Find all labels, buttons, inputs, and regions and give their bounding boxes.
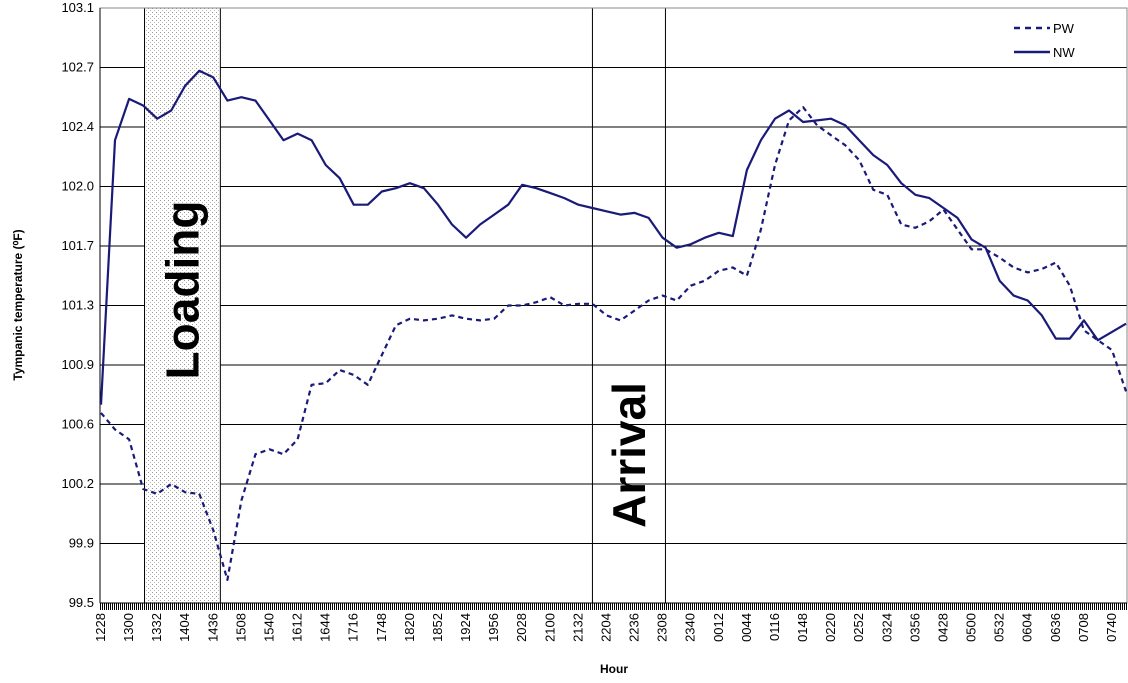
series-line	[100, 106, 1128, 581]
x-tick-label: 0740	[1104, 613, 1119, 642]
x-tick-label: 1228	[93, 613, 108, 642]
x-tick-label: 2204	[598, 613, 613, 642]
x-tick-label: 0148	[795, 613, 810, 642]
x-tick-label: 0356	[907, 613, 922, 642]
x-tick-label: 1820	[402, 613, 417, 642]
x-tick-label: 1612	[290, 613, 305, 642]
series-line	[99, 69, 1127, 405]
annotation-box	[144, 7, 221, 604]
x-tick-label: 1852	[430, 613, 445, 642]
x-tick-label: 1644	[318, 613, 333, 642]
x-tick-label: 1436	[205, 613, 220, 642]
y-tick-label: 100.9	[61, 357, 94, 372]
x-tick-label: 1332	[149, 613, 164, 642]
y-tick-label: 100.6	[61, 417, 94, 432]
x-tick-label: 0012	[711, 613, 726, 642]
x-tick-label: 0044	[739, 613, 754, 642]
x-axis-label: Hour	[600, 662, 628, 676]
x-tick-label: 0708	[1076, 613, 1091, 642]
x-tick-label: 0500	[964, 613, 979, 642]
x-tick-label: 2132	[570, 613, 585, 642]
x-tick-label: 2028	[514, 613, 529, 642]
x-tick-label: 1748	[374, 613, 389, 642]
x-tick-label: 1956	[486, 613, 501, 642]
x-tick-label: 0220	[823, 613, 838, 642]
y-tick-label: 102.0	[61, 179, 94, 194]
x-tick-label: 0324	[879, 613, 894, 642]
x-tick-label: 0252	[851, 613, 866, 642]
x-tick-label: 1508	[233, 613, 248, 642]
y-axis-label: Tympanic temperature (⁰F)	[11, 229, 25, 380]
annotation-text: Arrival	[603, 382, 655, 528]
annotation-text: Loading	[156, 201, 208, 380]
y-tick-label: 99.9	[69, 536, 94, 551]
x-tick-label: 2308	[655, 613, 670, 642]
x-tick-label: 0604	[1020, 613, 1035, 642]
x-tick-label: 1404	[177, 613, 192, 642]
minor-ticks	[100, 603, 1127, 610]
x-tick-label: 2100	[542, 613, 557, 642]
y-tick-label: 100.2	[61, 476, 94, 491]
x-tick-label: 0116	[767, 613, 782, 641]
x-tick-label: 0428	[935, 613, 950, 642]
x-tick-label: 2340	[683, 613, 698, 642]
y-tick-label: 99.5	[69, 595, 94, 610]
x-tick-label: 1924	[458, 613, 473, 642]
y-tick-label: 101.7	[61, 238, 94, 253]
x-tick-label: 0636	[1048, 613, 1063, 642]
x-tick-label: 1716	[346, 613, 361, 642]
x-tick-label: 2236	[627, 613, 642, 642]
y-tick-label: 102.7	[61, 60, 94, 75]
legend-label: PW	[1053, 21, 1075, 36]
legend-label: NW	[1053, 45, 1075, 60]
y-tick-label: 103.1	[61, 0, 94, 15]
x-tick-label: 1540	[261, 613, 276, 642]
x-tick-label: 0532	[992, 613, 1007, 642]
y-tick-label: 102.4	[61, 119, 94, 134]
y-tick-label: 101.3	[61, 298, 94, 313]
x-tick-label: 1300	[121, 613, 136, 642]
